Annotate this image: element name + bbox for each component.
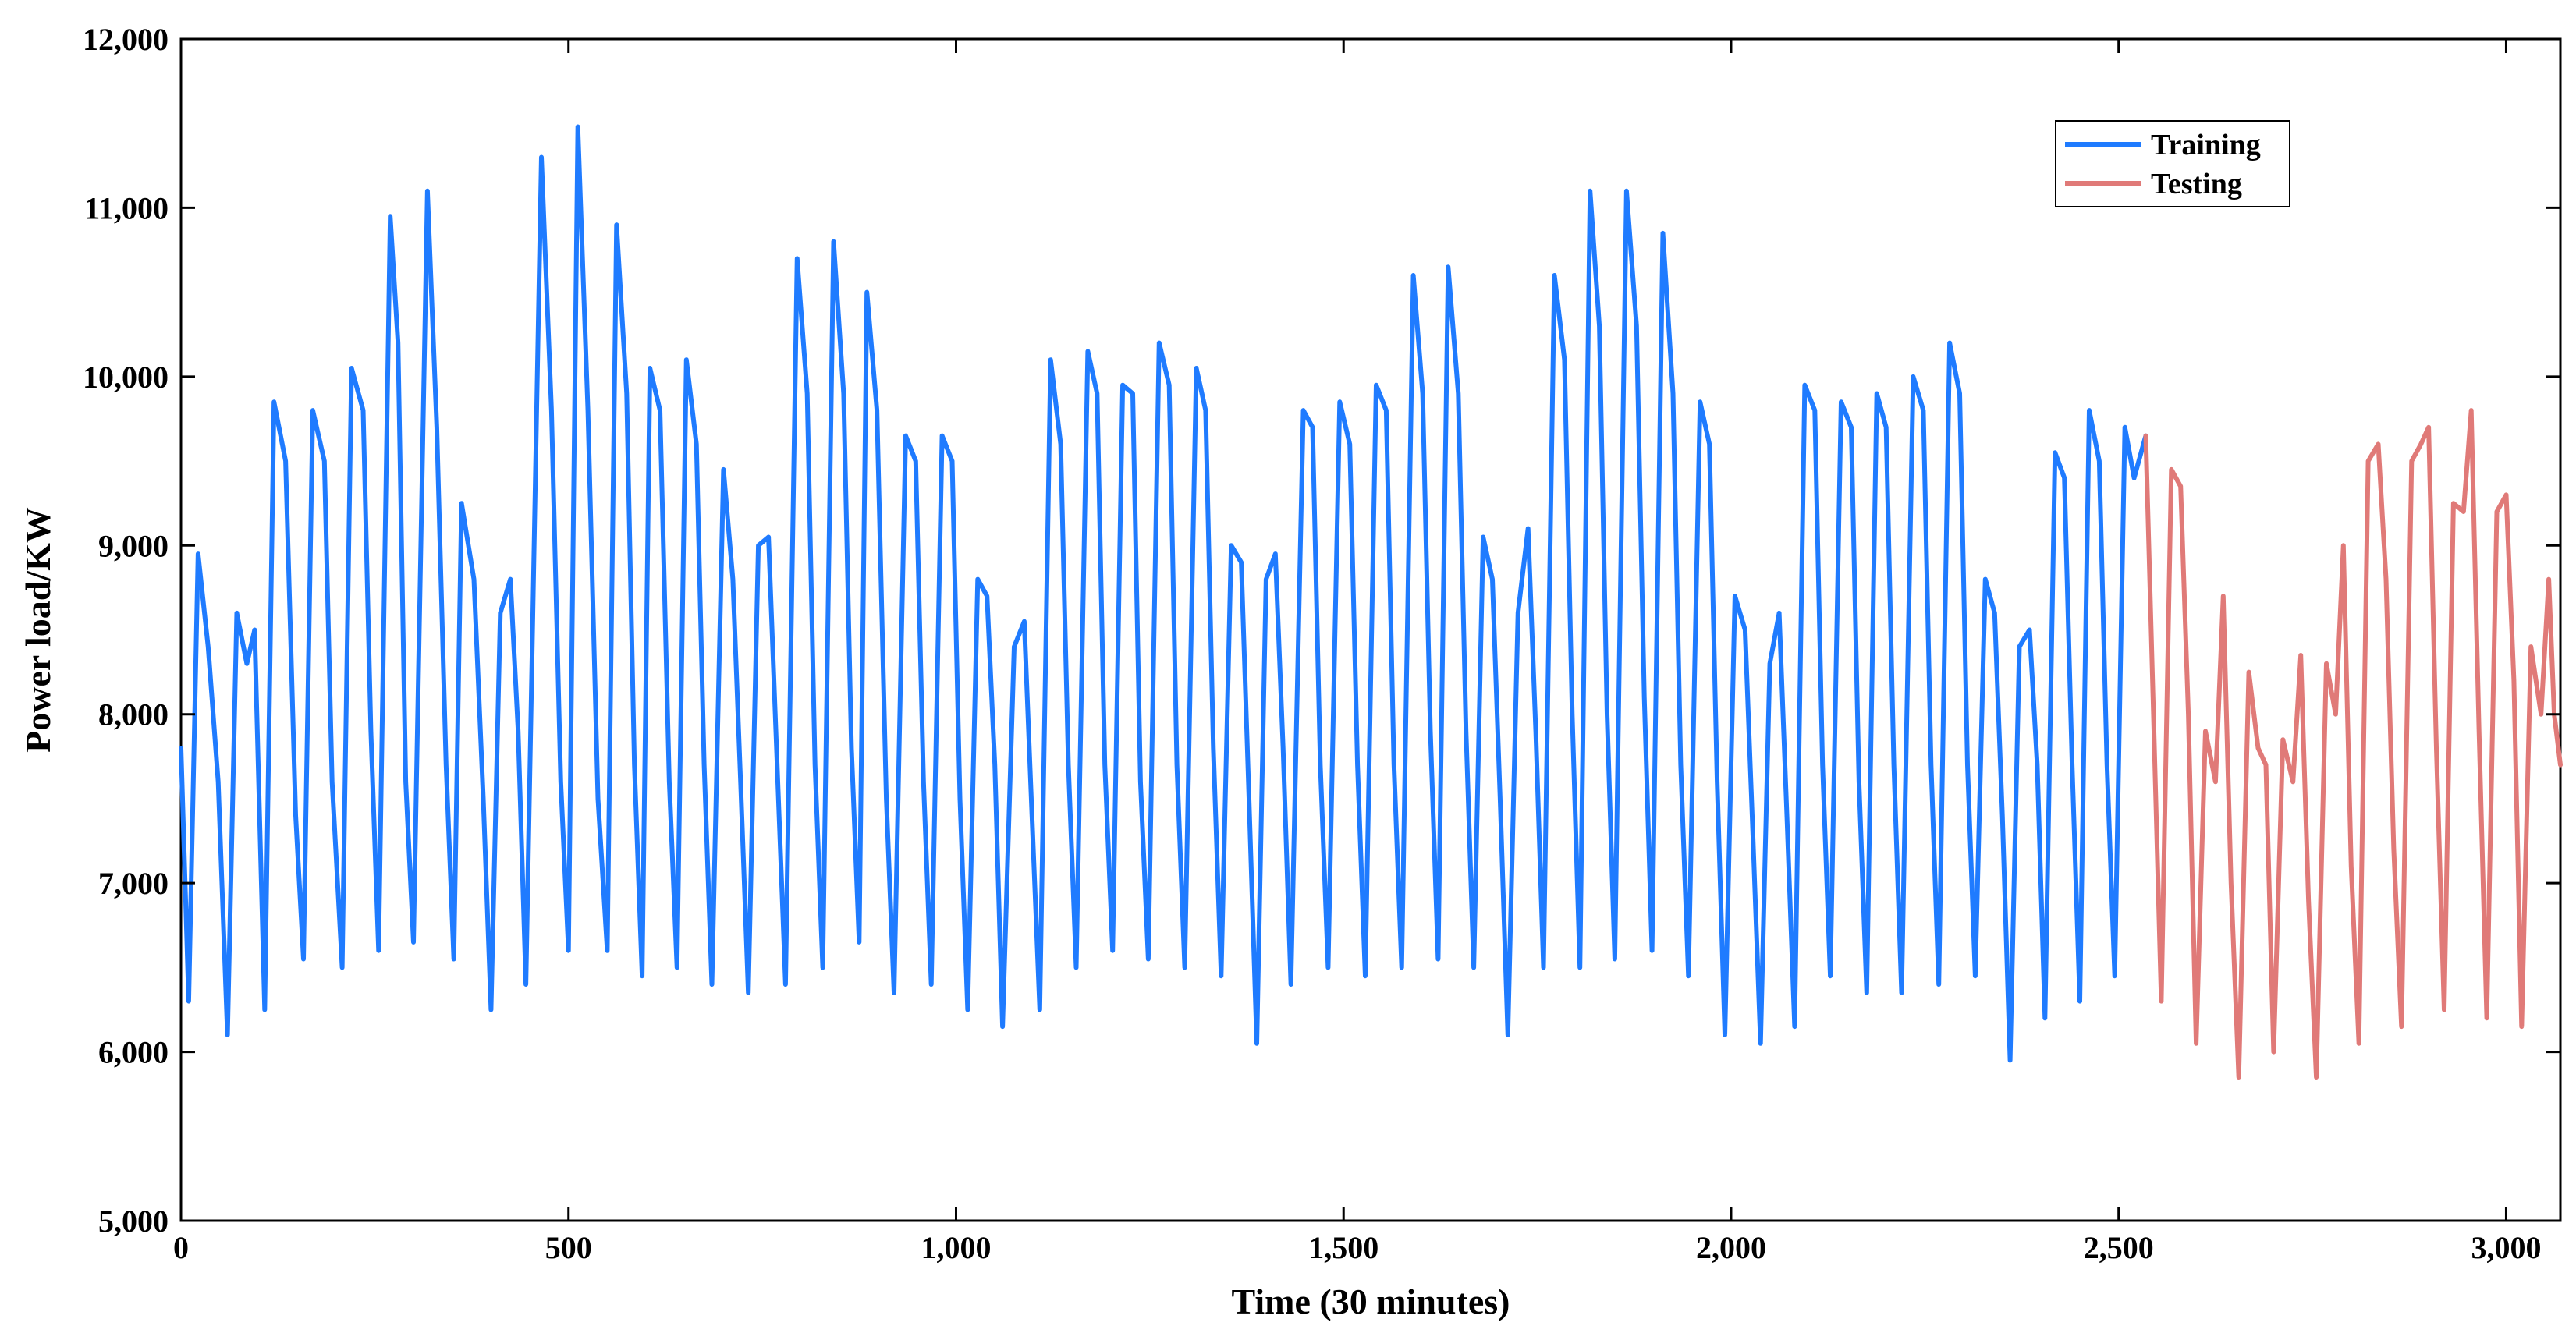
series-layer <box>179 124 2563 1080</box>
legend-label-training: Training <box>2151 129 2261 161</box>
x-tick-label: 1,000 <box>921 1230 991 1265</box>
y-tick-label: 6,000 <box>98 1035 169 1070</box>
y-tick-label: 9,000 <box>98 528 169 563</box>
y-axis-ticks: 5,000 6,000 7,000 8,000 9,000 10,000 11,000 12,… <box>83 22 2560 1239</box>
x-tick-label: 3,000 <box>2471 1230 2541 1265</box>
x-tick-label: 0 <box>173 1230 189 1265</box>
y-tick-label: 10,000 <box>83 360 169 395</box>
series-line-testing <box>2143 408 2563 1080</box>
x-axis-label: Time (30 minutes) <box>1232 1282 1510 1321</box>
plot-frame <box>179 37 2562 1222</box>
legend-box <box>2055 120 2290 207</box>
y-tick-label: 11,000 <box>84 190 169 225</box>
y-tick-label: 8,000 <box>98 697 169 732</box>
x-axis-ticks: 0 500 1,000 1,500 2,000 2,500 3,000 <box>173 39 2541 1265</box>
y-tick-label: 12,000 <box>83 22 169 57</box>
series-line-training <box>179 124 2148 1063</box>
y-axis-label: Power load/KW <box>18 507 58 753</box>
legend: Training Testing <box>2055 120 2290 207</box>
y-tick-label: 7,000 <box>98 866 169 901</box>
y-tick-label: 5,000 <box>98 1204 169 1239</box>
x-tick-label: 2,500 <box>2084 1230 2154 1265</box>
x-tick-label: 500 <box>545 1230 592 1265</box>
x-tick-label: 2,000 <box>1696 1230 1766 1265</box>
legend-label-testing: Testing <box>2151 168 2242 200</box>
x-tick-label: 1,500 <box>1308 1230 1378 1265</box>
plot-area <box>179 37 2563 1222</box>
